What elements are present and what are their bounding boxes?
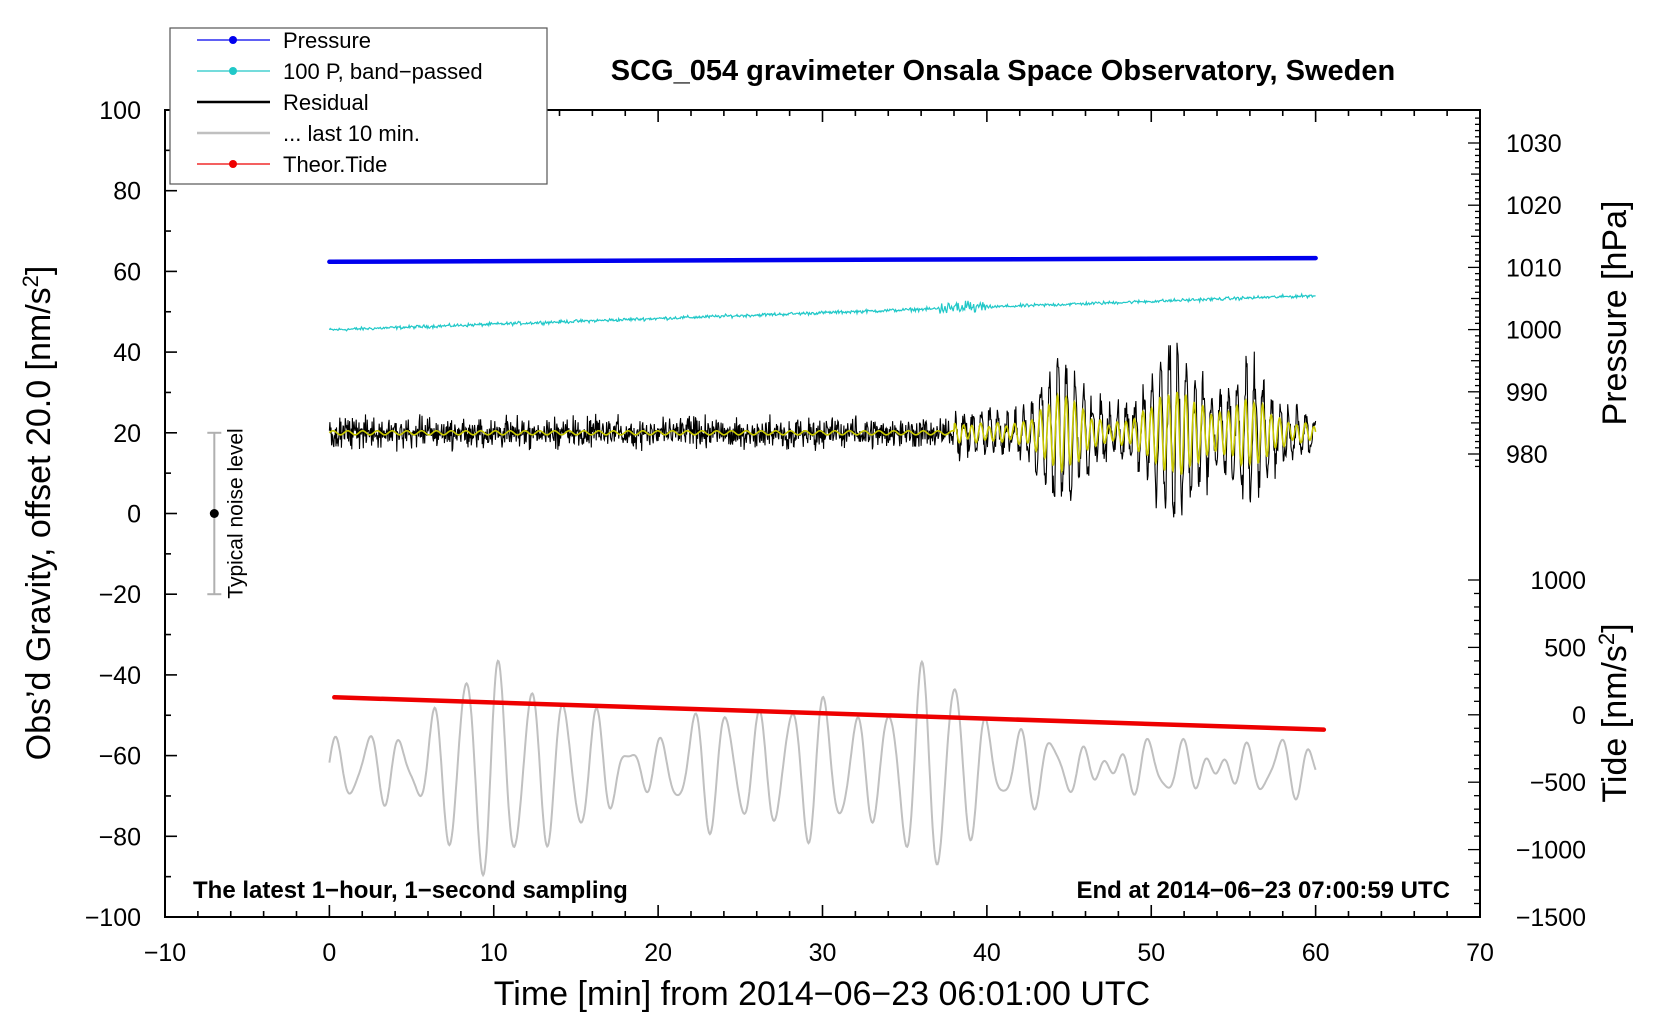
x-tick-label: 0: [322, 939, 336, 967]
pressure-tick-label: 1010: [1506, 254, 1562, 282]
pressure-tick-label: 1030: [1506, 130, 1562, 158]
pressure-tick-label: 1000: [1506, 317, 1562, 345]
x-tick-label: 20: [644, 939, 672, 967]
tide-label-sup: 2: [1594, 633, 1619, 645]
annotation-end-time: End at 2014−06−23 07:00:59 UTC: [1076, 877, 1450, 904]
y-axis-label-pressure: Pressure [hPa]: [1596, 201, 1634, 426]
y-label-sup: 2: [18, 275, 43, 287]
tide-label-main: Tide [nm/s: [1596, 645, 1634, 802]
tide-tick-label: −500: [1530, 769, 1586, 797]
y-axis-ticks: −100 −80 −60 −40 −20 0 20 40 60 80 100: [85, 97, 177, 932]
legend-marker: [229, 160, 237, 168]
y-tick-label: −100: [85, 904, 141, 932]
y-tick-label: 40: [113, 339, 141, 367]
y-tick-label: −40: [99, 662, 141, 690]
y-tick-label: −20: [99, 581, 141, 609]
x-axis-label: Time [min] from 2014−06−23 06:01:00 UTC: [494, 975, 1150, 1013]
tide-label-end: ]: [1596, 623, 1634, 632]
legend-label: Theor.Tide: [283, 152, 387, 177]
series-theoretical-tide: [332, 695, 1327, 732]
pressure-tick-label: 980: [1506, 441, 1548, 469]
pressure-axis-ticks: 980 990 1000 1010 1020 1030: [1468, 117, 1562, 469]
legend-label: ... last 10 min.: [283, 121, 420, 146]
tide-axis-ticks: −1500 −1000 −500 0 500 1000: [1468, 567, 1586, 932]
legend-label: Residual: [283, 90, 369, 115]
series-pressure: [327, 255, 1318, 265]
y-label-end: ]: [20, 266, 58, 275]
legend: Pressure 100 P, band−passed Residual ... la…: [197, 28, 483, 177]
x-tick-label: 10: [480, 939, 508, 967]
y-tick-label: 0: [127, 501, 141, 529]
noise-level-indicator: [207, 431, 222, 596]
x-tick-label: −10: [144, 939, 186, 967]
legend-box: [169, 27, 548, 185]
noise-level-label: Typical noise level: [224, 428, 247, 598]
y-axis-label-tide: Tide [nm/s2]: [1594, 623, 1634, 802]
legend-label: Pressure: [283, 28, 371, 53]
series-residual-filtered: [328, 391, 1317, 476]
chart-title: SCG_054 gravimeter Onsala Space Observat…: [611, 55, 1395, 87]
noise-bar-center-dot: [209, 509, 219, 518]
x-axis-ticks: −10 0 10 20 30 40 50 60 70: [144, 110, 1494, 967]
series-residual: [328, 342, 1317, 518]
series-layer: [327, 255, 1327, 878]
y-tick-label: 60: [113, 258, 141, 286]
x-tick-label: 30: [809, 939, 837, 967]
x-tick-label: 60: [1302, 939, 1330, 967]
y-tick-label: 80: [113, 178, 141, 206]
x-tick-label: 50: [1137, 939, 1165, 967]
tide-tick-label: −1000: [1516, 837, 1586, 865]
x-tick-label: 40: [973, 939, 1001, 967]
pressure-tick-label: 1020: [1506, 192, 1562, 220]
y-axis-label-left: Obs’d Gravity, offset 20.0 [nm/s2]: [18, 266, 58, 761]
tide-tick-label: 0: [1572, 702, 1586, 730]
y-tick-label: 100: [99, 97, 141, 125]
y-tick-label: 20: [113, 420, 141, 448]
pressure-tick-label: 990: [1506, 379, 1548, 407]
y-tick-label: −60: [99, 743, 141, 771]
tide-tick-label: −1500: [1516, 904, 1586, 932]
legend-label: 100 P, band−passed: [283, 59, 483, 84]
annotation-sampling: The latest 1−hour, 1−second sampling: [193, 877, 628, 904]
y-label-main: Obs’d Gravity, offset 20.0 [nm/s: [20, 287, 58, 760]
legend-marker: [229, 36, 237, 44]
x-tick-label: 70: [1466, 939, 1494, 967]
tide-tick-label: 1000: [1530, 567, 1586, 595]
series-band-passed-pressure: [328, 292, 1316, 332]
tide-tick-label: 500: [1544, 634, 1586, 662]
y-tick-label: −80: [99, 823, 141, 851]
legend-marker: [229, 67, 237, 75]
